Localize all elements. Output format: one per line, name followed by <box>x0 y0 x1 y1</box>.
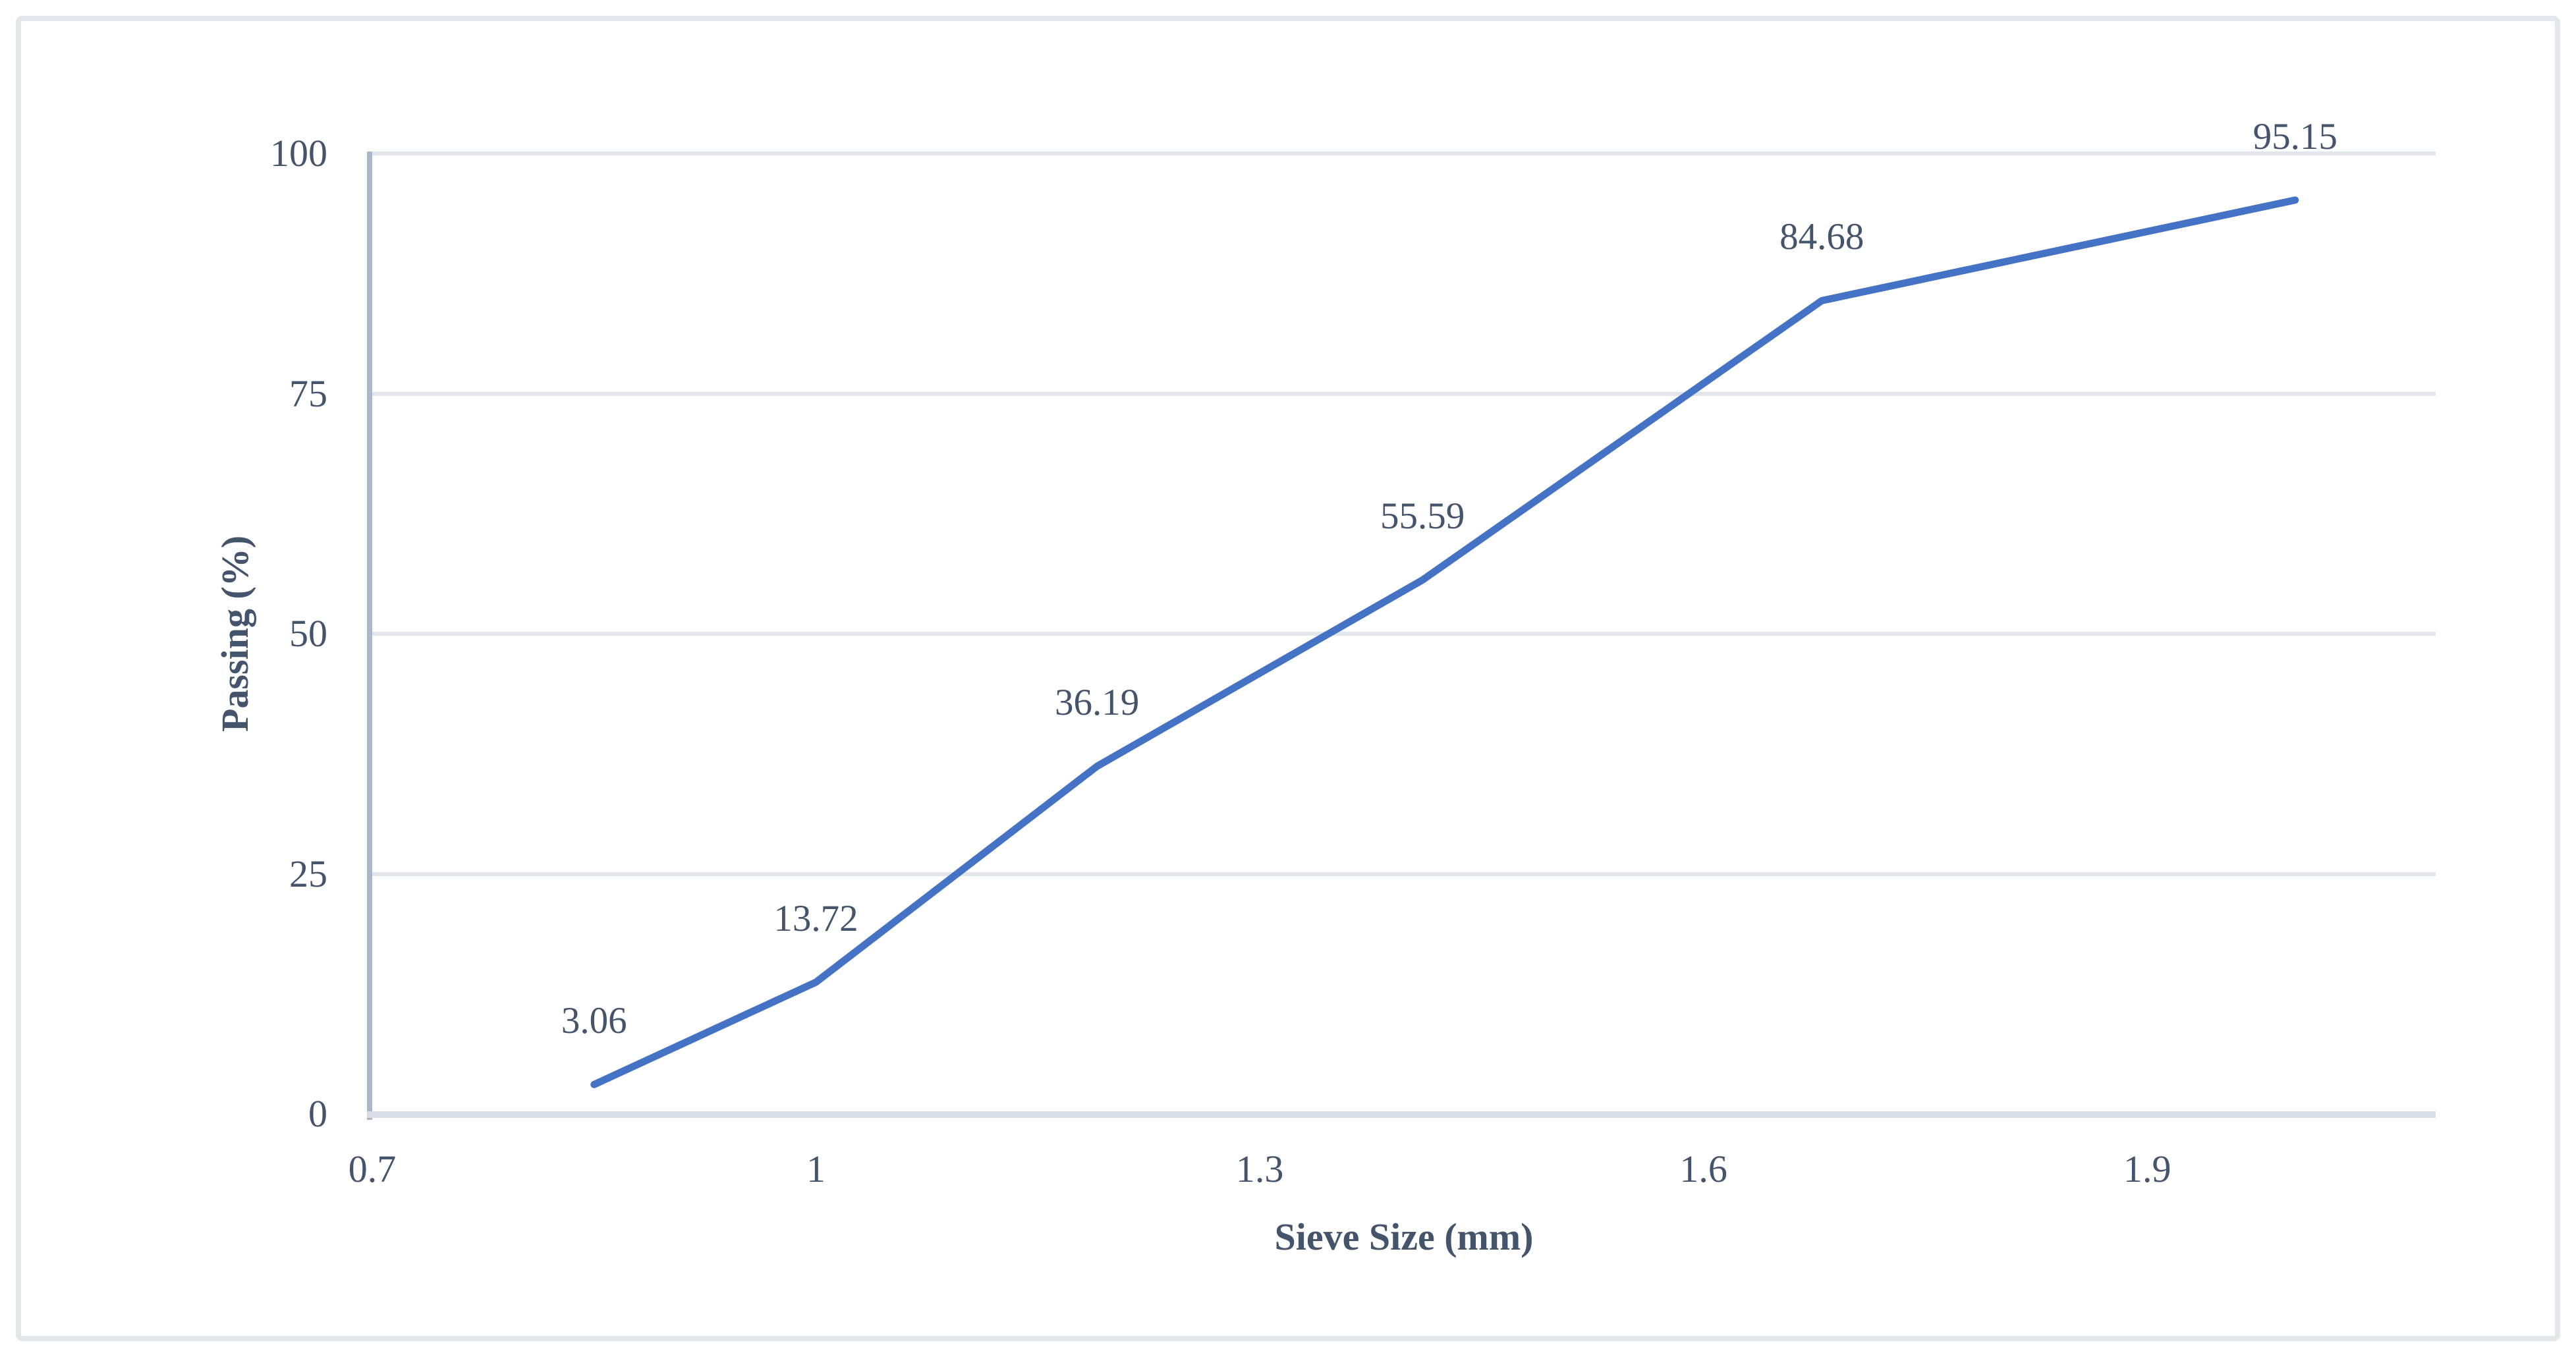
data-label-13.72: 13.72 <box>773 897 858 939</box>
x-tick-label-1.9: 1.9 <box>2123 1148 2171 1190</box>
y-tick-label-25: 25 <box>289 852 327 895</box>
x-axis-line <box>367 1111 2436 1118</box>
y-axis-title: Passing (%) <box>213 535 256 733</box>
x-tick-label-1: 1 <box>806 1148 826 1190</box>
x-tick-label-1.6: 1.6 <box>1679 1148 1727 1190</box>
y-tick-label-75: 75 <box>289 372 327 415</box>
passing-curve-line <box>590 196 2299 1088</box>
gridline-y-100 <box>372 152 2436 155</box>
data-label-36.19: 36.19 <box>1055 682 1140 724</box>
data-label-84.68: 84.68 <box>1779 216 1864 258</box>
x-tick-label-0.7: 0.7 <box>348 1148 397 1190</box>
figure-border <box>16 16 2560 1341</box>
y-axis-line <box>367 152 372 1120</box>
y-tick-label-0: 0 <box>308 1092 327 1135</box>
x-axis-title: Sieve Size (mm) <box>1274 1215 1534 1258</box>
data-label-55.59: 55.59 <box>1380 495 1465 538</box>
y-tick-label-100: 100 <box>270 132 327 175</box>
y-tick-label-50: 50 <box>289 612 327 655</box>
x-tick-label-1.3: 1.3 <box>1235 1148 1284 1190</box>
gridline-y-50 <box>372 632 2436 636</box>
data-label-3.06: 3.06 <box>561 1000 627 1042</box>
gridline-y-75 <box>372 391 2436 396</box>
data-label-95.15: 95.15 <box>2253 115 2338 157</box>
gridline-y-25 <box>372 872 2436 876</box>
